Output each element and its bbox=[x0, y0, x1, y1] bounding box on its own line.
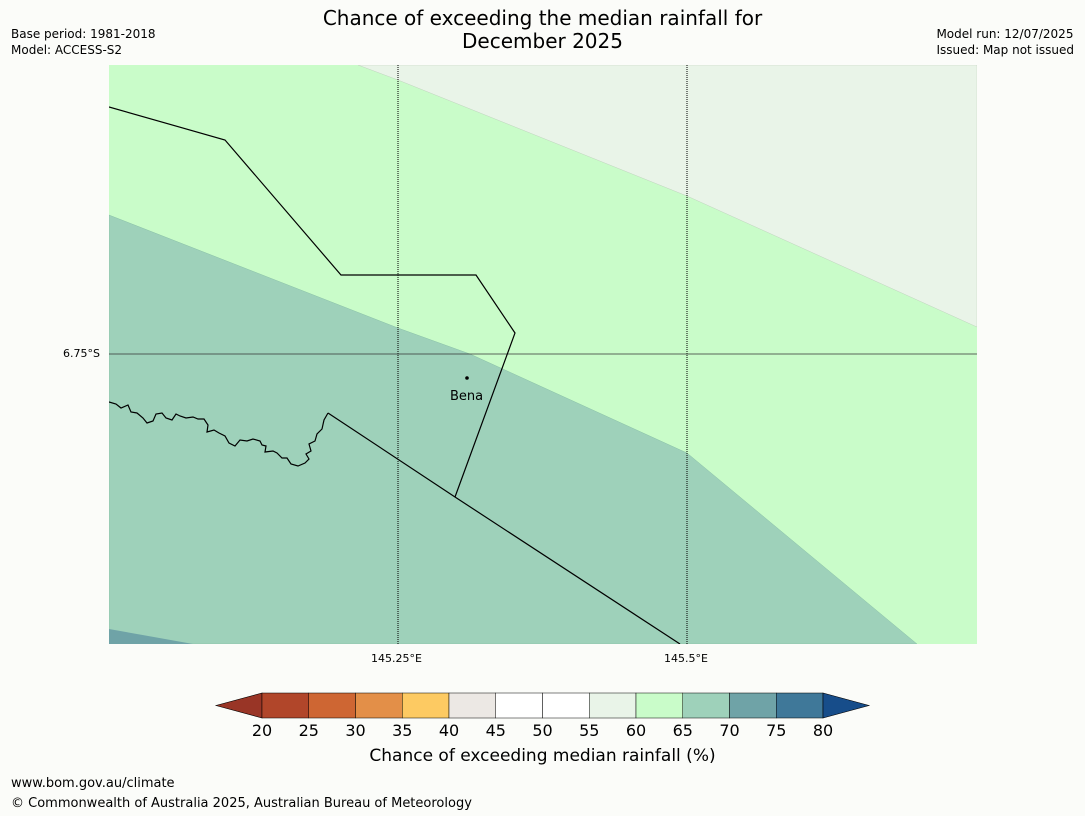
colorbar-over-arrow bbox=[822, 692, 871, 719]
lat-label-6-75s: 6.75°S bbox=[63, 347, 100, 360]
colorbar-label-text: Chance of exceeding median rainfall (%) bbox=[369, 746, 716, 766]
map-title: Chance of exceeding the median rainfall … bbox=[0, 7, 1085, 53]
colorbar-cell bbox=[682, 692, 730, 719]
colorbar-tick-label: 50 bbox=[532, 721, 553, 740]
colorbar-tick-label: 35 bbox=[392, 721, 413, 740]
colorbar-cell bbox=[542, 692, 590, 719]
region-55-60 bbox=[357, 65, 977, 328]
colorbar-tick-label: 20 bbox=[251, 721, 273, 740]
colorbar-cell bbox=[729, 692, 777, 719]
colorbar-under-arrow bbox=[214, 692, 263, 719]
colorbar bbox=[214, 692, 871, 719]
colorbar-cells bbox=[261, 692, 824, 719]
colorbar-tick-label: 30 bbox=[345, 721, 366, 740]
header-right: Model run: 12/07/2025 Issued: Map not is… bbox=[936, 26, 1074, 58]
colorbar-tick-label: 75 bbox=[766, 721, 787, 740]
colorbar-tick-label: 60 bbox=[625, 721, 647, 740]
colorbar-cell bbox=[495, 692, 543, 719]
colorbar-cell bbox=[261, 692, 309, 719]
place-label-bena: Bena bbox=[450, 389, 484, 404]
colorbar-cell bbox=[355, 692, 403, 719]
province-border-south bbox=[327, 412, 681, 644]
lon-label-145-25e: 145.25°E bbox=[371, 652, 422, 665]
header-left: Base period: 1981-2018 Model: ACCESS-S2 bbox=[11, 26, 156, 58]
base-period-text: Base period: 1981-2018 bbox=[11, 27, 156, 41]
colorbar-tick-label: 70 bbox=[719, 721, 740, 740]
title-line-1: Chance of exceeding the median rainfall … bbox=[322, 6, 763, 30]
colorbar-tick-label: 65 bbox=[672, 721, 693, 740]
map-panel bbox=[109, 65, 977, 644]
model-text: Model: ACCESS-S2 bbox=[11, 43, 123, 57]
issued-text: Issued: Map not issued bbox=[936, 43, 1074, 57]
footer-url: www.bom.gov.au/climate bbox=[11, 776, 175, 791]
lon-label-145-5e: 145.5°E bbox=[664, 652, 708, 665]
province-border bbox=[109, 106, 516, 498]
colorbar-tick-label: 55 bbox=[579, 721, 600, 740]
colorbar-cell bbox=[402, 692, 450, 719]
footer-copyright: © Commonwealth of Australia 2025, Austra… bbox=[11, 796, 472, 811]
colorbar-cell bbox=[308, 692, 356, 719]
bena-marker bbox=[465, 376, 469, 380]
colorbar-cell bbox=[589, 692, 637, 719]
region-70-75 bbox=[109, 629, 193, 644]
colorbar-tick-label: 40 bbox=[438, 721, 460, 740]
colorbar-tick-label: 25 bbox=[298, 721, 319, 740]
model-run-text: Model run: 12/07/2025 bbox=[936, 27, 1074, 41]
colorbar-tick-label: 45 bbox=[485, 721, 506, 740]
colorbar-cell bbox=[448, 692, 496, 719]
colorbar-label: Chance of exceeding median rainfall (%) bbox=[0, 746, 1085, 766]
colorbar-cell bbox=[635, 692, 683, 719]
province-border-river bbox=[109, 401, 329, 467]
colorbar-tick-label: 80 bbox=[812, 721, 834, 740]
colorbar-cell bbox=[776, 692, 824, 719]
title-line-2: December 2025 bbox=[462, 29, 623, 53]
